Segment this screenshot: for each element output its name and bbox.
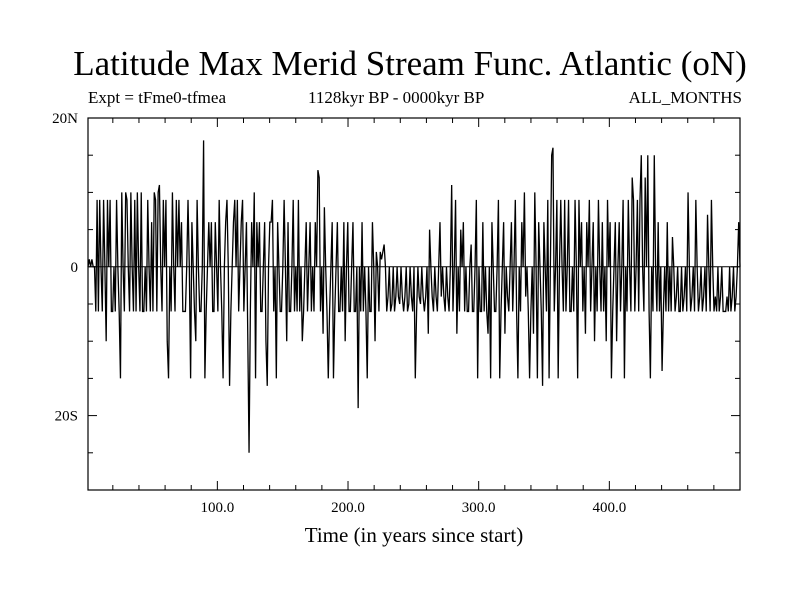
time-range-label: 1128kyr BP - 0000kyr BP [308,88,485,107]
x-tick-label: 100.0 [200,500,234,516]
months-label: ALL_MONTHS [628,88,742,107]
chart-title: Latitude Max Merid Stream Func. Atlantic… [73,44,747,83]
y-tick-label: 0 [71,260,79,276]
x-tick-label: 200.0 [331,500,365,516]
x-axis-label: Time (in years since start) [304,523,524,547]
x-tick-label: 300.0 [462,500,496,516]
experiment-label: Expt = tFme0-tfmea [88,88,227,107]
y-tick-label: 20S [55,409,78,425]
y-tick-label: 20N [52,111,78,127]
x-tick-label: 400.0 [592,500,626,516]
series-line-0 [87,140,741,453]
plot-frame [87,117,741,491]
